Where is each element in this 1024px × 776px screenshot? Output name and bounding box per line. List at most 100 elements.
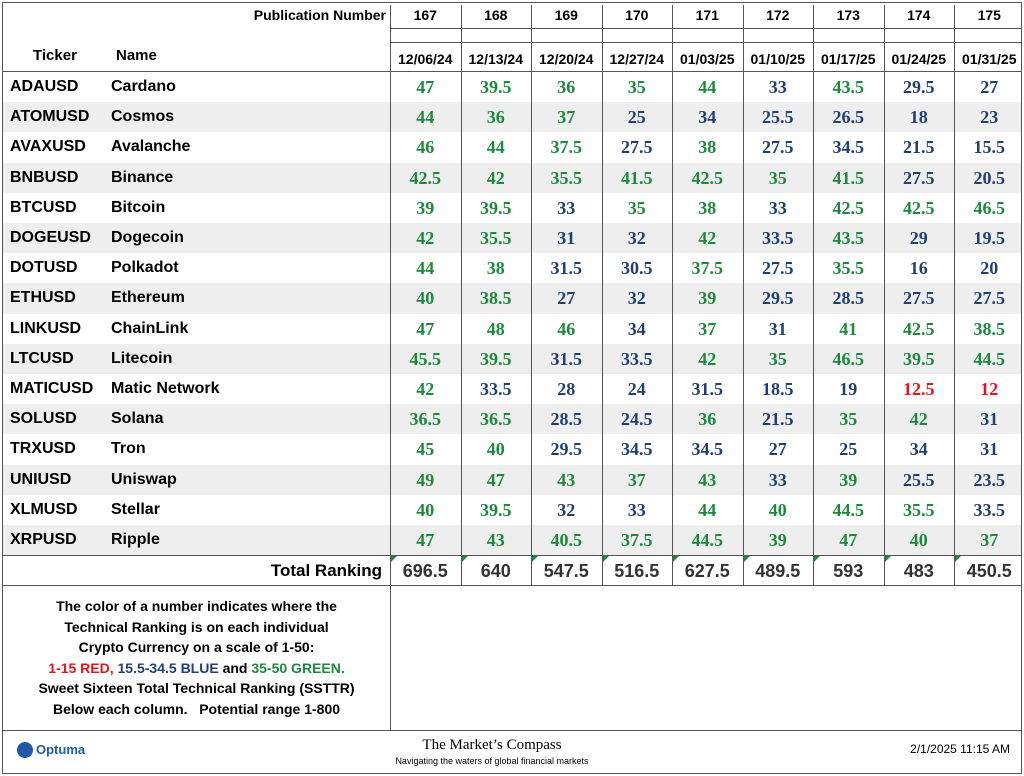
- total-marker: [602, 556, 609, 563]
- column-line: [883, 5, 885, 585]
- coin-name: Litecoin: [111, 349, 173, 367]
- publication-number: 170: [625, 7, 649, 23]
- ranking-value: 27.5: [762, 258, 794, 279]
- ranking-value: 34: [909, 439, 928, 460]
- row-stripe: [3, 525, 1021, 556]
- ranking-value: 37.5: [691, 258, 724, 279]
- ranking-value: 33.5: [621, 348, 653, 369]
- ticker: XRPUSD: [10, 531, 77, 548]
- ranking-value: 34.5: [691, 439, 724, 460]
- ranking-value: 35: [768, 167, 787, 188]
- publication-number: 175: [977, 7, 1001, 23]
- ticker: DOGEUSD: [10, 229, 91, 246]
- ranking-value: 23: [980, 107, 999, 128]
- ranking-value: 33: [768, 77, 787, 97]
- total-value: 489.5: [755, 561, 801, 582]
- ranking-value: 44.5: [973, 348, 1006, 369]
- ranking-value: 23.5: [973, 469, 1006, 490]
- ticker: MATICUSD: [10, 380, 94, 397]
- note-line: Crypto Currency on a scale of 1-50:: [3, 639, 390, 655]
- row-stripe: [3, 283, 1021, 314]
- coin-name: ChainLink: [111, 319, 189, 337]
- ranking-value: 44.5: [832, 499, 865, 520]
- ranking-value: 36.5: [409, 409, 442, 430]
- column-line: [742, 5, 744, 585]
- ranking-value: 46: [557, 318, 576, 339]
- brand: The Market’s Compass: [422, 737, 562, 753]
- ranking-value: 39.5: [480, 77, 512, 97]
- ranking-value: 47: [416, 77, 435, 97]
- total-marker: [532, 556, 538, 563]
- ranking-value: 35: [768, 348, 787, 369]
- coin-name: Polkadot: [111, 259, 179, 277]
- ticker: BTCUSD: [10, 198, 77, 216]
- ranking-value: 42.5: [691, 167, 724, 188]
- coin-name: Stellar: [111, 500, 160, 518]
- ticker: DOTUSD: [10, 259, 78, 277]
- ranking-value: 47: [416, 318, 435, 339]
- ranking-value: 39: [839, 469, 858, 490]
- column-line: [672, 5, 673, 585]
- ranking-value: 36: [557, 77, 576, 97]
- note-text: Sweet Sixteen Total Technical Ranking (S…: [38, 680, 355, 697]
- ranking-value: 31.5: [550, 348, 583, 369]
- coin-name: Dogecoin: [111, 229, 184, 246]
- publication-number: 172: [766, 7, 790, 23]
- total-label: Total Ranking: [270, 561, 382, 581]
- ranking-value: 39: [698, 288, 717, 309]
- ranking-value: 35.5: [480, 228, 512, 248]
- ranking-value: 33: [627, 499, 646, 520]
- ranking-value: 39.5: [480, 348, 512, 369]
- total-marker: [461, 556, 468, 563]
- ranking-value: 25.5: [903, 469, 935, 490]
- date: 01/17/25: [821, 51, 876, 67]
- ticker: LINKUSD: [10, 319, 82, 337]
- coin-name: Ethereum: [111, 289, 185, 307]
- ranking-value: 32: [557, 499, 576, 520]
- ranking-value: 45.5: [409, 348, 442, 369]
- coin-name: Cardano: [111, 78, 176, 95]
- ranking-value: 33.5: [480, 379, 512, 399]
- coin-name: Matic Network: [111, 380, 220, 397]
- ranking-value: 12.5: [903, 379, 935, 399]
- ranking-value: 35: [627, 197, 646, 218]
- row-stripe: [3, 223, 1021, 254]
- ranking-value: 38.5: [973, 318, 1006, 339]
- ranking-value: 42: [909, 409, 928, 430]
- ranking-value: 33.5: [973, 499, 1006, 520]
- ranking-value: 31: [980, 409, 999, 430]
- ranking-value: 20.5: [973, 167, 1006, 188]
- ranking-value: 28: [557, 379, 576, 399]
- ranking-value: 18: [909, 107, 928, 128]
- ticker-label: Ticker: [33, 47, 77, 64]
- ranking-value: 41.5: [832, 167, 865, 188]
- ranking-value: 24.5: [621, 409, 653, 430]
- ranking-value: 34.5: [832, 137, 865, 158]
- ticker: ETHUSD: [10, 289, 76, 307]
- ranking-value: 44: [698, 499, 717, 520]
- row-stripe: [3, 404, 1021, 435]
- ranking-value: 41: [839, 318, 858, 339]
- column-line: [531, 5, 532, 585]
- coin-name: Avalanche: [111, 138, 191, 156]
- ranking-value: 39.5: [480, 197, 512, 218]
- total-marker: [391, 556, 397, 563]
- ranking-value: 34: [627, 318, 646, 339]
- ranking-value: 43: [557, 469, 576, 490]
- ranking-value: 42.5: [832, 197, 865, 218]
- ticker: ATOMUSD: [10, 108, 90, 126]
- ranking-value: 38: [486, 258, 505, 279]
- ranking-value: 29.5: [762, 288, 794, 309]
- footer-line: [3, 730, 1021, 731]
- date: 12/27/24: [609, 51, 665, 67]
- ranking-value: 31.5: [550, 258, 583, 279]
- coin-name: Tron: [111, 440, 146, 458]
- total-value: 483: [903, 561, 934, 582]
- ranking-value: 46.5: [973, 197, 1006, 218]
- date: 01/24/25: [891, 51, 947, 67]
- coin-name: Ripple: [111, 531, 160, 548]
- column-line: [601, 5, 603, 585]
- ranking-value: 35: [839, 409, 858, 430]
- ranking-value: 25: [627, 107, 646, 128]
